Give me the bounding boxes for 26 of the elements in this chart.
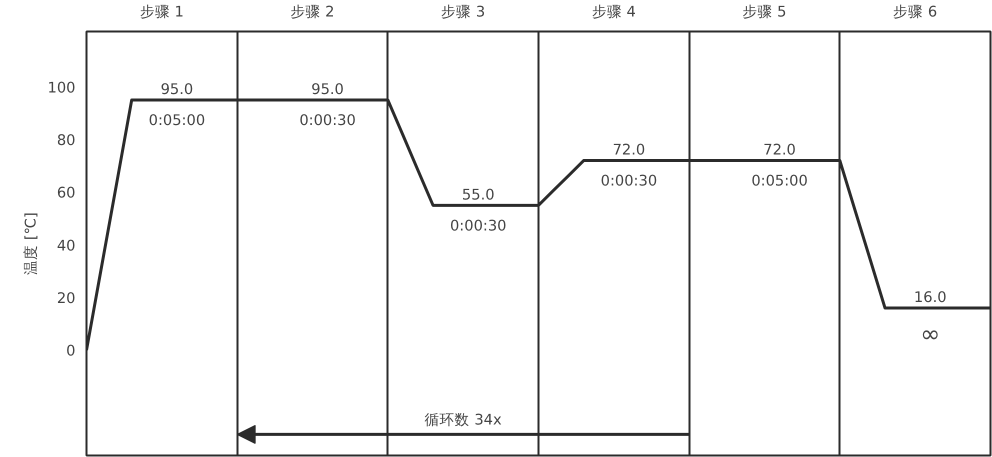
y-tick-label: 80: [56, 132, 76, 149]
x-tick-label: 步骤 4: [592, 4, 636, 20]
annotation: 0:05:00: [148, 112, 206, 129]
annotation: 0:00:30: [600, 172, 658, 190]
annotation: 循环数 34x: [424, 411, 502, 428]
annotation: ∞: [920, 320, 940, 348]
annotation: 0:00:30: [450, 217, 506, 234]
y-tick-label: 100: [48, 79, 76, 96]
y-tick-label: 40: [56, 237, 76, 254]
text: 72.0: [612, 142, 646, 159]
text: 72.0: [763, 142, 796, 159]
text: 16.0: [914, 289, 947, 306]
annotation: 0:00:30: [299, 112, 356, 129]
x-tick-label: 步骤 5: [742, 4, 786, 20]
x-tick-label: 步骤 1: [140, 4, 184, 20]
text: 95.0: [311, 80, 344, 98]
y-tick-label: 20: [56, 290, 76, 307]
y-axis-title: 温度 [℃]: [22, 212, 40, 275]
x-tick-label: 步骤 6: [893, 4, 938, 20]
text: 95.0: [160, 80, 194, 98]
y-tick-label: 0: [66, 342, 76, 360]
y-tick-label: 60: [56, 184, 76, 202]
text: 55.0: [462, 186, 495, 204]
x-tick-label: 步骤 3: [441, 4, 486, 20]
x-tick-label: 步骤 2: [290, 4, 334, 20]
annotation: 0:05:00: [751, 172, 808, 190]
